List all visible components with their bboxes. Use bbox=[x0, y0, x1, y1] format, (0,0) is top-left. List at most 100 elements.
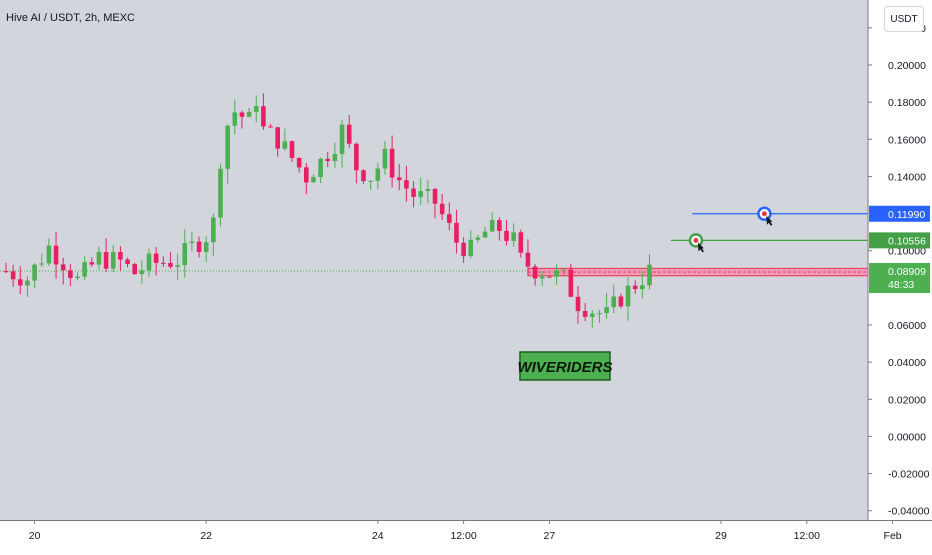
candle-body bbox=[261, 106, 266, 127]
target-1-price-label: 0.10556 bbox=[888, 235, 926, 247]
candle-body bbox=[368, 180, 373, 182]
candle-body bbox=[139, 270, 145, 275]
candle-body bbox=[161, 262, 166, 264]
candle-body bbox=[375, 168, 381, 181]
candle-body bbox=[103, 252, 109, 269]
candle-body bbox=[253, 106, 259, 112]
candle-body bbox=[239, 112, 245, 117]
current-price-label: 0.08909 bbox=[888, 266, 926, 278]
candle-body bbox=[118, 252, 123, 260]
candle-body bbox=[146, 253, 152, 271]
current-price-box bbox=[869, 262, 930, 293]
candle-body bbox=[418, 191, 423, 197]
watermark: WIVERIDERS bbox=[517, 351, 613, 381]
candle-body bbox=[325, 158, 331, 161]
cursor-icon bbox=[766, 215, 773, 226]
candle-body bbox=[625, 285, 631, 307]
y-tick-label: 0.06000 bbox=[888, 320, 926, 332]
candle-body bbox=[547, 276, 552, 278]
y-tick-label: 0.14000 bbox=[888, 171, 926, 183]
countdown-label: 48:33 bbox=[888, 279, 914, 291]
candle-body bbox=[132, 264, 137, 275]
candle-body bbox=[75, 276, 80, 279]
candle-body bbox=[411, 188, 416, 197]
candle-body bbox=[289, 141, 295, 158]
candle-body bbox=[332, 153, 338, 161]
candle-body bbox=[196, 241, 202, 253]
candle-body bbox=[32, 264, 37, 281]
candle-body bbox=[461, 242, 466, 257]
candle-body bbox=[218, 168, 223, 218]
candle-body bbox=[590, 313, 595, 317]
candle-body bbox=[46, 245, 52, 264]
candle-body bbox=[168, 262, 173, 267]
x-tick-label: 29 bbox=[715, 530, 727, 542]
y-tick-label: -0.04000 bbox=[888, 506, 930, 518]
candle-body bbox=[554, 270, 559, 277]
target-1-target-center bbox=[693, 237, 699, 243]
y-tick-label: 0.16000 bbox=[888, 134, 926, 146]
currency-selector[interactable]: USDT bbox=[884, 6, 924, 32]
candle-body bbox=[454, 222, 459, 243]
candle-body bbox=[53, 245, 59, 265]
candle-body bbox=[354, 143, 359, 171]
candle-body bbox=[504, 230, 509, 241]
candle-body bbox=[3, 271, 9, 273]
candle-body bbox=[346, 124, 352, 144]
candle-body bbox=[497, 220, 502, 231]
target-lines bbox=[670, 206, 868, 253]
plot-background bbox=[0, 0, 868, 520]
candle-body bbox=[489, 220, 495, 232]
y-tick-label: 0.10000 bbox=[888, 246, 926, 258]
candle-body bbox=[110, 252, 116, 269]
candle-body bbox=[304, 167, 309, 183]
candle-body bbox=[232, 112, 238, 126]
candle-body bbox=[482, 231, 488, 238]
watermark-box bbox=[519, 351, 611, 381]
candle-body bbox=[518, 232, 524, 253]
candle-body bbox=[296, 157, 302, 168]
candle-body bbox=[125, 259, 130, 265]
y-tick-label: 0.00000 bbox=[888, 431, 926, 443]
candle-body bbox=[539, 276, 545, 279]
target-2-price-box bbox=[869, 205, 930, 222]
candle-body bbox=[203, 242, 209, 253]
candle-body bbox=[89, 262, 95, 265]
candle-body bbox=[25, 280, 30, 286]
chart-title: Hive AI / USDT, 2h, MEXC bbox=[6, 12, 135, 24]
candle-body bbox=[640, 285, 645, 290]
candle-body bbox=[632, 285, 638, 290]
x-tick-label: 20 bbox=[29, 530, 41, 542]
candle-body bbox=[211, 217, 216, 243]
candle-body bbox=[189, 241, 195, 244]
candle-body bbox=[361, 170, 366, 182]
target-2-price-label: 0.11990 bbox=[888, 209, 925, 221]
candle-body bbox=[382, 148, 388, 169]
target-2-target-center bbox=[761, 211, 767, 217]
candle-body bbox=[175, 265, 180, 267]
candle-body bbox=[246, 111, 252, 117]
candle-body bbox=[532, 266, 538, 279]
candle-body bbox=[432, 189, 438, 204]
candle-body bbox=[568, 269, 574, 297]
y-tick-label: 0.04000 bbox=[888, 357, 926, 369]
time-scale-background bbox=[0, 520, 868, 550]
candle-body bbox=[311, 177, 316, 183]
candle-body bbox=[525, 252, 531, 267]
x-tick-label: 22 bbox=[200, 530, 212, 542]
candle-body bbox=[339, 124, 345, 154]
target-1-price-box bbox=[869, 232, 930, 249]
y-tick-label: 0.02000 bbox=[888, 394, 926, 406]
y-tick-label: 0.20000 bbox=[888, 60, 926, 72]
candle-body bbox=[396, 177, 402, 181]
y-tick-label: 0.18000 bbox=[888, 97, 926, 109]
candle-body bbox=[439, 203, 445, 215]
candle-body bbox=[511, 232, 516, 241]
candle-body bbox=[68, 270, 73, 279]
candle-body bbox=[153, 253, 159, 263]
candle-body bbox=[10, 271, 16, 280]
candle-body bbox=[182, 243, 188, 266]
candle-body bbox=[404, 180, 409, 189]
